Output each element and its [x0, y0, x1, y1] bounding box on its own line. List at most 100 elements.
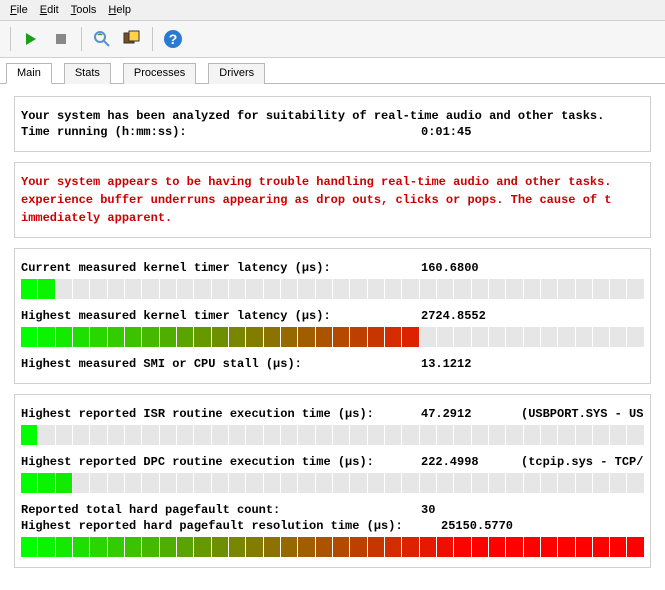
- magnifier-refresh-icon: [93, 30, 111, 48]
- bar-segment: [350, 327, 366, 347]
- bar-segment: [316, 537, 332, 557]
- tab-main[interactable]: Main: [6, 63, 52, 84]
- play-button[interactable]: [17, 25, 45, 53]
- bar-segment: [402, 279, 418, 299]
- bar-segment: [576, 537, 592, 557]
- refresh-button[interactable]: [88, 25, 116, 53]
- bar-segment: [38, 425, 54, 445]
- bar-segment: [108, 279, 124, 299]
- intro-text: Your system has been analyzed for suitab…: [21, 109, 604, 123]
- pagefault-count-value: 30: [421, 503, 521, 517]
- bar-segment: [489, 425, 505, 445]
- bar-segment: [524, 279, 540, 299]
- bar-segment: [38, 473, 54, 493]
- bar-segment: [108, 425, 124, 445]
- help-button[interactable]: ?: [159, 25, 187, 53]
- bar-segment: [333, 279, 349, 299]
- bar-segment: [246, 279, 262, 299]
- windows-button[interactable]: [118, 25, 146, 53]
- bar-segment: [90, 537, 106, 557]
- kernel-current-label: Current measured kernel timer latency (µ…: [21, 261, 421, 275]
- bar-segment: [558, 537, 574, 557]
- bar-segment: [506, 425, 522, 445]
- bar-segment: [385, 425, 401, 445]
- bar-segment: [73, 537, 89, 557]
- tab-stats[interactable]: Stats: [64, 63, 111, 84]
- bar-segment: [524, 537, 540, 557]
- menu-file[interactable]: File: [6, 2, 32, 18]
- isr-extra: (USBPORT.SYS - USB 1.1 _2.0 Po: [521, 407, 644, 421]
- bar-segment: [593, 279, 609, 299]
- bar-segment: [524, 327, 540, 347]
- bar-segment: [177, 279, 193, 299]
- bar-segment: [489, 327, 505, 347]
- bar-segment: [385, 537, 401, 557]
- kernel-section: Current measured kernel timer latency (µ…: [14, 248, 651, 384]
- bar-segment: [316, 473, 332, 493]
- bar-segment: [541, 473, 557, 493]
- bar-segment: [264, 537, 280, 557]
- bar-segment: [281, 537, 297, 557]
- bar-segment: [385, 279, 401, 299]
- tab-processes[interactable]: Processes: [123, 63, 196, 84]
- bar-segment: [593, 425, 609, 445]
- bar-segment: [298, 327, 314, 347]
- bar-segment: [368, 279, 384, 299]
- bar-segment: [472, 537, 488, 557]
- bar-segment: [420, 279, 436, 299]
- bar-segment: [229, 279, 245, 299]
- bar-segment: [558, 425, 574, 445]
- bar-segment: [56, 473, 72, 493]
- isr-value: 47.2912: [421, 407, 521, 421]
- bar-segment: [90, 327, 106, 347]
- bar-segment: [610, 473, 626, 493]
- bar-segment: [73, 473, 89, 493]
- bar-segment: [281, 425, 297, 445]
- bar-segment: [506, 279, 522, 299]
- isr-bar: [21, 425, 644, 445]
- bar-segment: [454, 279, 470, 299]
- svg-text:?: ?: [169, 31, 178, 47]
- bar-segment: [610, 537, 626, 557]
- stop-button[interactable]: [47, 25, 75, 53]
- bar-segment: [437, 425, 453, 445]
- pagefault-bar: [21, 537, 644, 557]
- kernel-highest-value: 2724.8552: [421, 309, 521, 323]
- bar-segment: [576, 279, 592, 299]
- bar-segment: [454, 473, 470, 493]
- bar-segment: [454, 327, 470, 347]
- bar-segment: [21, 473, 37, 493]
- menu-edit[interactable]: Edit: [36, 2, 63, 18]
- bar-segment: [472, 425, 488, 445]
- bar-segment: [316, 279, 332, 299]
- bar-segment: [385, 473, 401, 493]
- bar-segment: [489, 473, 505, 493]
- bar-segment: [229, 473, 245, 493]
- menu-tools[interactable]: Tools: [67, 2, 101, 18]
- bar-segment: [108, 537, 124, 557]
- bar-segment: [73, 279, 89, 299]
- smi-value: 13.1212: [421, 357, 521, 371]
- bar-segment: [177, 473, 193, 493]
- bar-segment: [472, 473, 488, 493]
- menu-help[interactable]: Help: [104, 2, 135, 18]
- bar-segment: [402, 327, 418, 347]
- bar-segment: [437, 279, 453, 299]
- bar-segment: [160, 279, 176, 299]
- bar-segment: [316, 327, 332, 347]
- bar-segment: [420, 425, 436, 445]
- bar-segment: [350, 425, 366, 445]
- bar-segment: [558, 327, 574, 347]
- bar-segment: [385, 327, 401, 347]
- stop-icon: [55, 33, 67, 45]
- bar-segment: [593, 473, 609, 493]
- bar-segment: [281, 473, 297, 493]
- bar-segment: [73, 425, 89, 445]
- toolbar-separator: [152, 27, 153, 51]
- tab-drivers[interactable]: Drivers: [208, 63, 265, 84]
- bar-segment: [402, 537, 418, 557]
- kernel-current-value: 160.6800: [421, 261, 521, 275]
- bar-segment: [73, 327, 89, 347]
- bar-segment: [142, 537, 158, 557]
- kernel-highest-label: Highest measured kernel timer latency (µ…: [21, 309, 421, 323]
